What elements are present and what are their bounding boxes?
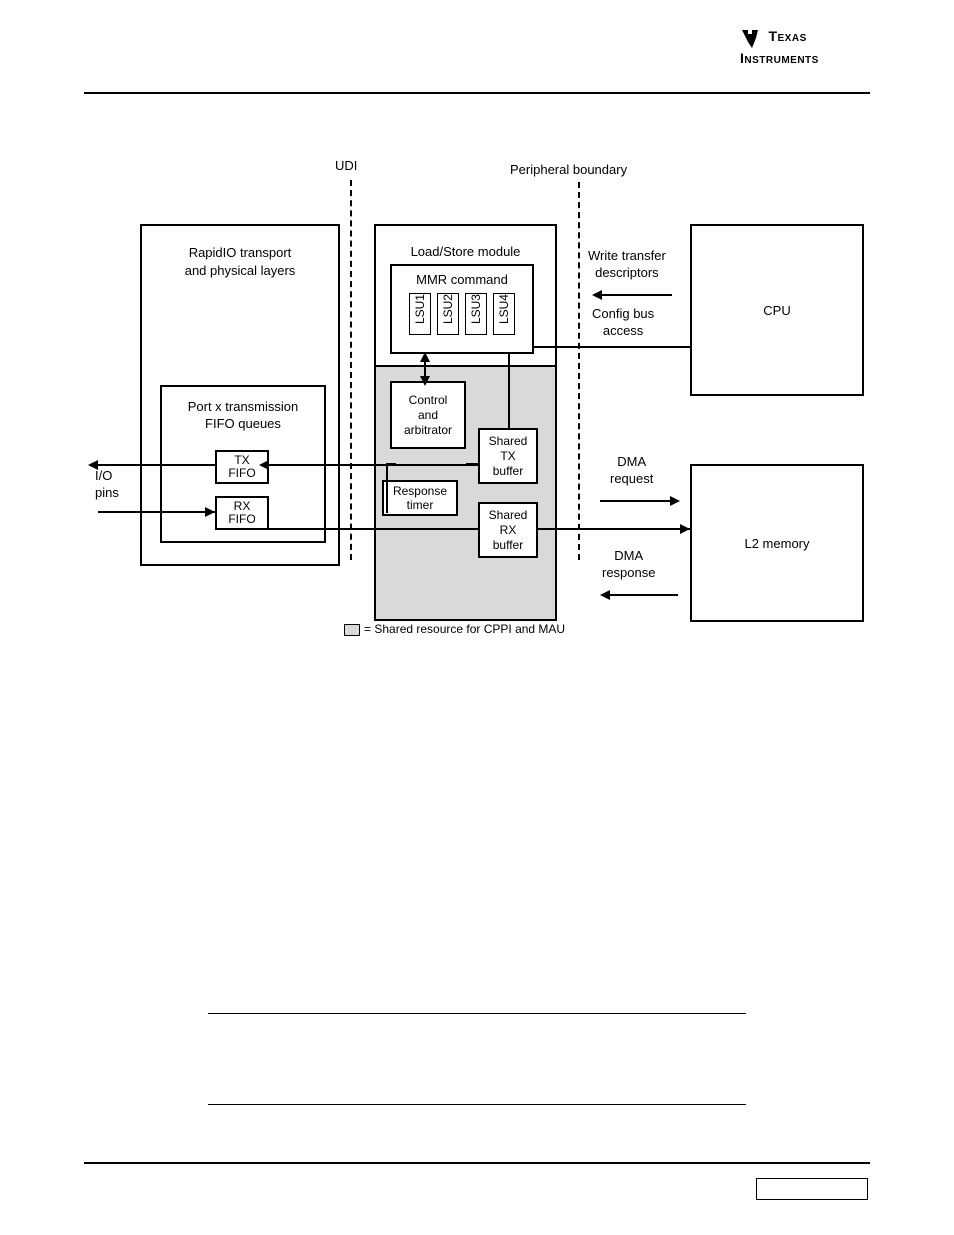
wt-arrow-head [592,290,602,300]
footer-box [756,1178,868,1200]
logo-text-line2: Instruments [740,50,819,66]
ctrl-stx-h [466,463,478,465]
response-timer-text: Response timer [393,484,447,513]
ctrl-rt-h [386,463,396,465]
wt-arrow-line [602,294,672,296]
dma-req-label: DMA request [610,454,653,488]
rx-in-head [205,507,215,517]
rxpath-line2 [538,528,690,530]
write-transfer-label: Write transfer descriptors [588,248,666,282]
tx-out-line [98,464,215,466]
mmr-ctrl-up [420,352,430,362]
lsu4: LSU4 [497,294,511,324]
lsu1: LSU1 [413,294,427,324]
lsu2: LSU2 [441,294,455,324]
io-pins-label: I/O pins [95,468,119,502]
page: Texas Instruments UDI Peripheral boundar… [0,0,954,1235]
rxpath-line1 [269,528,478,530]
logo-text-line1: Texas [768,28,806,44]
portx-text: Port x transmission FIFO queues [188,399,299,433]
shared-rx-text: Shared RX buffer [489,508,528,553]
udi-label: UDI [335,158,357,175]
cfg-stub [532,346,534,354]
dma-resp-label: DMA response [602,548,655,582]
control-box: Control and arbitrator [390,381,466,449]
ti-logo: Texas Instruments [740,28,870,68]
periph-label: Peripheral boundary [510,162,627,179]
cfg-line [534,346,690,348]
shared-tx-box: Shared TX buffer [478,428,538,484]
dma-resp-line [610,594,678,596]
ctrl-rt-v [386,463,388,513]
mmr-text: MMR command [392,272,532,293]
rx-fifo-box: RX FIFO [215,496,269,530]
mmr-stx-v [508,354,510,428]
lsu-row: LSU1 LSU2 LSU3 LSU4 [392,293,532,335]
dma-req-line [600,500,670,502]
cpu-box: CPU [690,224,864,396]
cpu-text: CPU [763,303,790,318]
tx-fifo-text: TX FIFO [228,454,255,480]
tx-out-head [88,460,98,470]
rx-in-line [98,511,215,513]
mid-rule-2 [208,1104,746,1105]
periph-dash [578,182,580,560]
rapidio-text: RapidIO transport and physical layers [185,244,296,279]
l2-text: L2 memory [744,536,809,551]
udi-dash [350,180,352,560]
mmr-box: MMR command LSU1 LSU2 LSU3 LSU4 [390,264,534,354]
bottom-rule [84,1162,870,1164]
control-text: Control and arbitrator [404,393,452,438]
top-rule [84,92,870,94]
load-store-text: Load/Store module [376,236,555,259]
shared-rx-box: Shared RX buffer [478,502,538,558]
dma-resp-head [600,590,610,600]
shared-tx-text: Shared TX buffer [489,434,528,479]
config-bus-label: Config bus access [592,306,654,340]
mmr-ctrl-down [420,376,430,386]
legend-swatch [344,624,360,636]
mid-rule-1 [208,1013,746,1014]
lsu3: LSU3 [469,294,483,324]
dma-req-head [670,496,680,506]
rx-fifo-text: RX FIFO [228,500,255,526]
txpath-head [259,460,269,470]
response-timer-box: Response timer [382,480,458,516]
txpath-line [269,464,478,466]
rxpath-head [680,524,690,534]
l2-box: L2 memory [690,464,864,622]
legend-text: = Shared resource for CPPI and MAU [364,622,565,636]
